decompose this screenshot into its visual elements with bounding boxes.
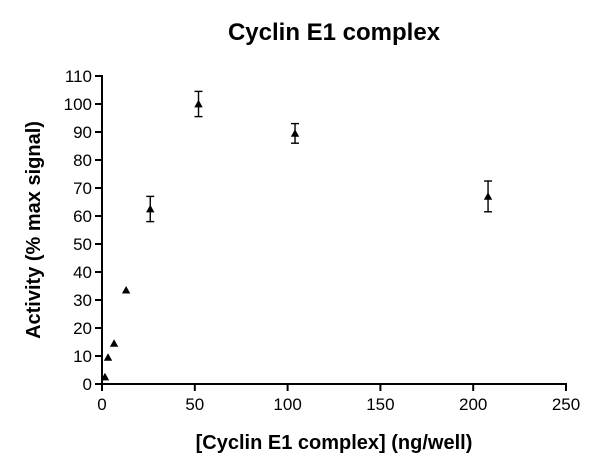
data-point <box>194 90 203 118</box>
y-tick-label: 70 <box>73 179 92 198</box>
y-tick-label: 90 <box>73 123 92 142</box>
x-tick-label: 0 <box>97 395 106 414</box>
y-tick-label: 80 <box>73 151 92 170</box>
data-point <box>103 353 113 361</box>
triangle-marker <box>290 129 300 137</box>
chart-title: Cyclin E1 complex <box>228 19 441 46</box>
x-axis-ticks: 0 50 100 150 200 250 <box>97 384 580 414</box>
x-tick-label: 50 <box>185 395 204 414</box>
triangle-marker <box>121 286 131 294</box>
x-tick-label: 150 <box>366 395 394 414</box>
y-tick-label: 40 <box>73 263 92 282</box>
triangle-marker <box>483 192 493 200</box>
y-tick-label: 60 <box>73 207 92 226</box>
y-tick-label: 100 <box>64 95 92 114</box>
data-point <box>146 195 155 223</box>
data-point <box>100 372 110 381</box>
triangle-marker <box>146 204 155 213</box>
y-tick-label: 30 <box>73 291 92 310</box>
x-tick-label: 200 <box>459 395 487 414</box>
y-axis-ticks: 0 10 20 30 40 50 60 70 80 90 100 110 <box>64 67 102 394</box>
data-point <box>483 180 493 213</box>
data-point <box>109 339 119 347</box>
x-tick-label: 250 <box>552 395 580 414</box>
triangle-marker <box>100 372 110 381</box>
data-points <box>100 90 493 381</box>
triangle-marker <box>194 99 203 108</box>
data-point <box>121 286 131 294</box>
triangle-marker <box>109 339 119 347</box>
y-tick-label: 20 <box>73 319 92 338</box>
data-point <box>290 122 300 144</box>
y-tick-label: 0 <box>83 375 92 394</box>
y-tick-label: 110 <box>65 67 92 86</box>
triangle-marker <box>103 353 113 361</box>
y-tick-label: 50 <box>73 235 92 254</box>
x-tick-label: 100 <box>273 395 301 414</box>
y-axis-label: Activity (% max signal) <box>23 121 45 339</box>
x-axis-label: [Cyclin E1 complex] (ng/well) <box>196 432 473 454</box>
y-tick-label: 10 <box>73 347 92 366</box>
